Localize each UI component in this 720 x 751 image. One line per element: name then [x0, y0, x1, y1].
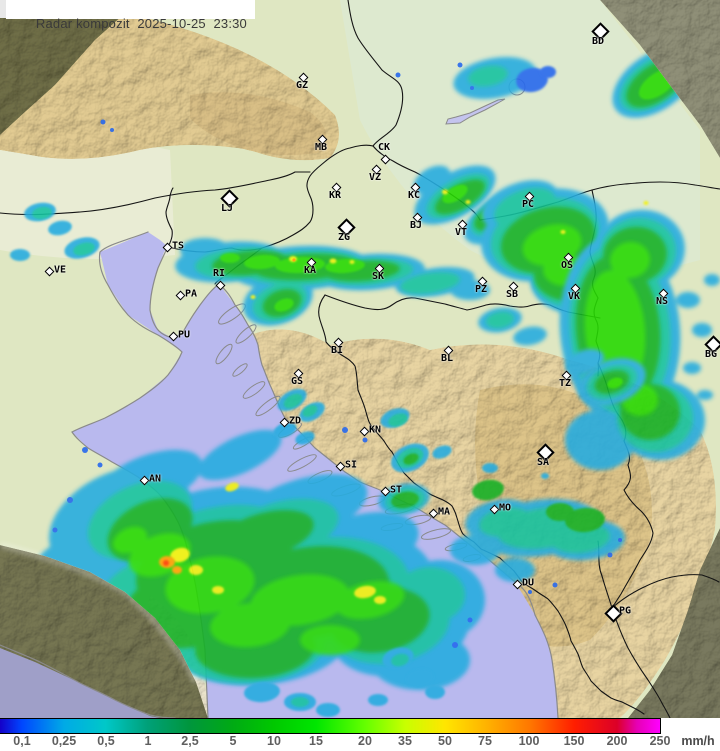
border-montenegro-albania [611, 607, 671, 718]
range-corner-ne [600, 0, 720, 158]
range-corner-se [628, 528, 720, 718]
city-label-pc: PC [521, 199, 535, 210]
legend-threshold-75: 75 [478, 734, 492, 748]
legend-threshold-0_1: 0,1 [13, 734, 31, 748]
radar-map: Radar kompozit 2025-10-25 23:30 GZ BD MB CK… [0, 0, 720, 718]
storm-herzegovina [378, 479, 625, 594]
city-label-vt: VT [454, 227, 468, 238]
city-label-an: AN [149, 473, 162, 485]
city-label-si: SI [345, 459, 358, 471]
border-austria-slovenia [0, 171, 311, 216]
city-label-pz: PZ [474, 284, 488, 295]
storm-balaton [395, 56, 556, 100]
storm-alpine-scatter [10, 119, 114, 261]
city-label-kn: KN [369, 424, 382, 436]
legend-threshold-2_5: 2,5 [181, 734, 199, 748]
lake-balaton [445, 98, 506, 125]
legend-threshold-5: 5 [229, 734, 237, 748]
city-label-sk: SK [371, 271, 385, 282]
storm-lika-scatter [273, 388, 549, 479]
city-label-zd: ZD [289, 415, 302, 427]
city-label-bd: BD [591, 36, 605, 47]
city-label-mo: MO [499, 502, 512, 514]
storm-adriatic-core [163, 560, 169, 566]
legend-threshold-1: 1 [144, 734, 152, 748]
alps-ridge [190, 92, 327, 156]
legend-threshold-50: 50 [438, 734, 452, 748]
city-label-ts: TS [172, 240, 185, 252]
city-label-gs: GS [290, 376, 304, 387]
city-label-lj: LJ [220, 203, 234, 214]
legend-threshold-0_25: 0,25 [51, 734, 77, 748]
border-austria-hungary [347, 0, 404, 147]
city-label-sa: SA [536, 457, 550, 468]
city-label-sb: SB [505, 289, 519, 300]
city-label-kc: KC [407, 190, 421, 201]
city-label-zg: ZG [337, 232, 351, 243]
legend-threshold-10: 10 [267, 734, 281, 748]
city-label-ck: CK [377, 142, 391, 153]
city-label-ri: RI [212, 268, 226, 279]
legend-labels: 0,1 0,25 0,5 1 2,5 5 10 15 20 35 50 75 100 150 200 250 m… [0, 734, 720, 751]
legend-threshold-20: 20 [358, 734, 372, 748]
precipitation-layer [10, 46, 720, 717]
city-label-pu: PU [178, 329, 191, 341]
radar-map-canvas [0, 0, 720, 718]
title-text: Radar kompozit 2025-10-25 23:30 [35, 16, 247, 31]
storm-sea-scatter [52, 427, 473, 717]
legend-colorbar [0, 718, 661, 734]
legend-threshold-150: 150 [563, 734, 585, 748]
title-tab [0, 0, 6, 18]
legend-threshold-250: 250 [649, 734, 671, 748]
legend: 0,1 0,25 0,5 1 2,5 5 10 15 20 35 50 75 100 150 200 250 m… [0, 718, 720, 751]
city-label-du: DU [522, 577, 535, 589]
range-arc-glow [0, 541, 200, 684]
title-bar: Radar kompozit 2025-10-25 23:30 [6, 0, 255, 31]
city-label-mb: MB [314, 142, 328, 153]
legend-unit: mm/h [681, 734, 715, 748]
city-label-gz: GZ [295, 80, 309, 91]
city-label-bg: BG [704, 349, 718, 360]
border-italy-slovenia [165, 187, 174, 248]
city-label-tz: TZ [558, 378, 572, 389]
city-label-pa: PA [185, 288, 198, 300]
city-label-ve: VE [54, 264, 67, 276]
city-label-bl: BL [440, 353, 454, 364]
po-valley [0, 136, 175, 259]
storm-zagreb-core [292, 258, 296, 262]
range-corner-nw [0, 0, 140, 135]
legend-threshold-0_5: 0,5 [97, 734, 115, 748]
city-label-ns: NS [655, 296, 669, 307]
legend-threshold-15: 15 [309, 734, 323, 748]
legend-threshold-100: 100 [518, 734, 540, 748]
storm-adriatic-strong [112, 526, 405, 655]
city-label-vk: VK [567, 291, 581, 302]
legend-threshold-35: 35 [398, 734, 412, 748]
city-label-ma: MA [438, 506, 451, 518]
legend-threshold-200: 200 [606, 734, 628, 748]
border-montenegro-serbia [611, 574, 720, 609]
city-label-os: OS [560, 260, 574, 271]
storm-adriatic-heavy [170, 482, 386, 604]
tyrrhenian-coast [0, 644, 176, 718]
city-label-bj: BJ [409, 220, 423, 231]
border-croatia-bosnia-west [318, 294, 645, 715]
storm-tuzla [565, 348, 646, 406]
city-label-vz: VZ [368, 172, 382, 183]
city-label-bi: BI [330, 345, 344, 356]
city-label-ka: KA [303, 265, 317, 276]
city-label-st: ST [390, 484, 403, 496]
city-label-kr: KR [328, 190, 342, 201]
city-label-pg: PG [619, 605, 632, 617]
